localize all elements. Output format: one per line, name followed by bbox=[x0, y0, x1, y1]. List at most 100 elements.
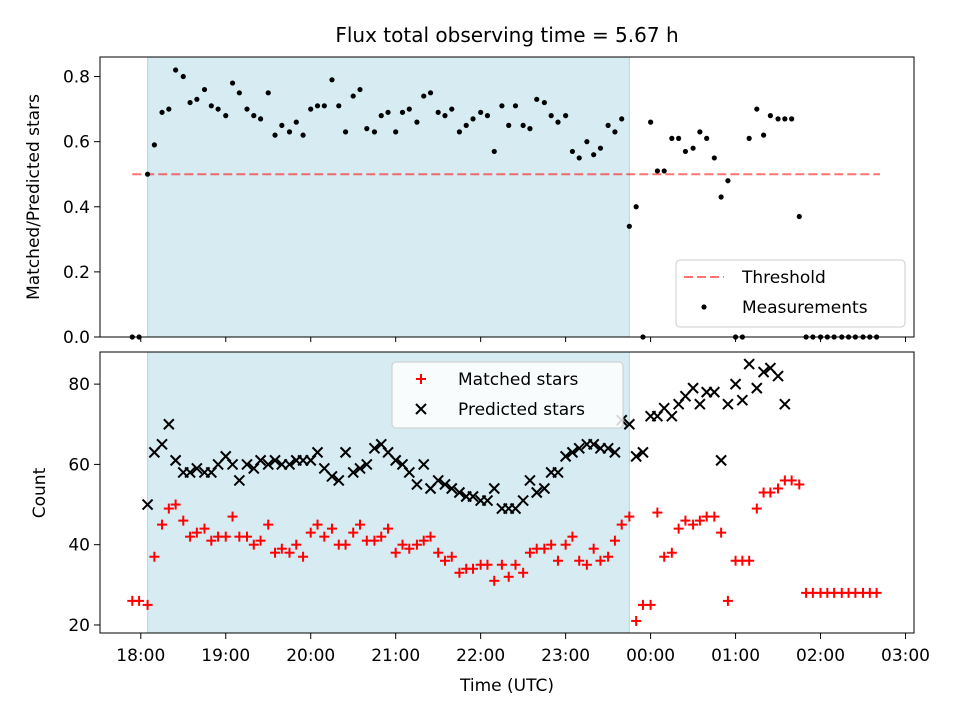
matched-star-marker bbox=[603, 551, 614, 562]
matched-star-marker bbox=[616, 519, 627, 530]
matched-star-marker bbox=[609, 535, 620, 546]
matched-star-marker bbox=[496, 559, 507, 570]
measurement-point bbox=[336, 103, 342, 109]
measurement-point bbox=[605, 122, 611, 128]
measurement-point bbox=[520, 122, 526, 128]
measurement-point bbox=[251, 113, 257, 119]
bottom-y-tick-label: 60 bbox=[68, 455, 90, 475]
bottom-y-axis-ticks: 20 40 60 80 bbox=[68, 375, 100, 636]
predicted-star-marker bbox=[169, 454, 182, 467]
measurement-point bbox=[633, 204, 639, 210]
matched-star-marker bbox=[134, 595, 145, 606]
measurement-point bbox=[279, 122, 285, 128]
matched-star-marker bbox=[446, 551, 457, 562]
predicted-star-marker bbox=[687, 382, 699, 394]
matched-star-marker bbox=[433, 547, 444, 558]
measurement-point bbox=[597, 145, 604, 151]
matched-star-marker bbox=[241, 531, 252, 542]
matched-star-marker bbox=[411, 539, 422, 550]
predicted-star-marker bbox=[566, 446, 579, 459]
matched-star-marker bbox=[546, 539, 557, 550]
predicted-star-marker bbox=[411, 478, 423, 491]
matched-star-marker bbox=[227, 511, 238, 522]
measurement-point bbox=[775, 116, 781, 122]
measurement-point bbox=[761, 132, 767, 138]
measurement-point bbox=[676, 135, 682, 141]
predicted-star-marker bbox=[453, 486, 466, 499]
panel-bottom-counts: 20 40 60 80 18:00 19:00 20:00 21:00 22:00 23:00 0… bbox=[30, 351, 930, 696]
predicted-star-marker bbox=[241, 458, 253, 471]
predicted-star-marker bbox=[573, 442, 585, 455]
matched-star-marker bbox=[482, 559, 493, 570]
matched-star-marker bbox=[722, 595, 733, 606]
x-tick-label: 02:00 bbox=[796, 646, 845, 666]
measurement-point bbox=[548, 113, 554, 119]
matched-star-marker bbox=[786, 475, 797, 486]
matched-star-marker bbox=[510, 559, 521, 570]
matched-star-marker bbox=[326, 523, 337, 534]
matched-star-marker bbox=[220, 531, 231, 542]
matched-star-marker bbox=[376, 531, 387, 542]
measurement-point bbox=[767, 113, 774, 119]
measurement-point bbox=[478, 109, 484, 115]
matched-star-marker bbox=[263, 519, 274, 530]
matched-star-marker bbox=[191, 527, 202, 538]
matched-star-marker bbox=[418, 535, 429, 546]
matched-star-marker bbox=[694, 515, 705, 526]
measurement-point bbox=[208, 103, 214, 109]
matched-star-marker bbox=[871, 587, 882, 598]
matched-star-marker bbox=[503, 571, 514, 582]
measurement-point bbox=[612, 129, 618, 135]
measurement-point bbox=[229, 80, 236, 86]
predicted-star-marker bbox=[156, 438, 168, 451]
predicted-star-marker bbox=[339, 446, 352, 459]
predicted-star-marker bbox=[743, 358, 755, 370]
matched-star-marker bbox=[454, 567, 465, 578]
measurement-point bbox=[725, 178, 731, 184]
predicted-star-marker bbox=[552, 466, 564, 479]
predicted-star-marker bbox=[517, 494, 529, 507]
matched-star-marker bbox=[404, 543, 415, 554]
measurement-point bbox=[342, 129, 349, 135]
predicted-star-marker bbox=[446, 482, 458, 495]
measurement-point bbox=[654, 168, 660, 174]
measurement-point bbox=[187, 99, 193, 106]
predicted-star-marker bbox=[333, 474, 345, 487]
predicted-star-marker bbox=[587, 438, 600, 451]
count-points bbox=[127, 358, 882, 626]
matched-star-marker bbox=[468, 563, 479, 574]
measurement-point bbox=[321, 103, 327, 109]
measurement-point bbox=[173, 67, 179, 73]
matched-star-marker bbox=[170, 499, 181, 510]
measurement-point bbox=[484, 113, 491, 119]
matched-star-marker bbox=[284, 547, 295, 558]
matched-star-marker bbox=[539, 543, 550, 554]
measurement-point bbox=[499, 103, 505, 109]
matched-star-marker bbox=[291, 539, 302, 550]
panel-top-ratio: 0.00.20.40.60.8 Matched/Predicted stars … bbox=[24, 56, 915, 348]
matched-star-marker bbox=[489, 575, 500, 586]
predicted-star-marker bbox=[736, 394, 749, 406]
matched-star-marker bbox=[624, 511, 635, 522]
matched-star-marker bbox=[659, 551, 670, 562]
measurement-point bbox=[201, 86, 208, 93]
bottom-x-axis-ticks: 18:00 19:00 20:00 21:00 22:00 23:00 00:00 01:00… bbox=[116, 633, 930, 666]
x-tick-label: 20:00 bbox=[286, 646, 335, 666]
measurement-point bbox=[704, 135, 710, 141]
measurement-point bbox=[789, 116, 795, 122]
measurement-point bbox=[506, 122, 512, 128]
predicted-star-marker bbox=[630, 450, 642, 463]
predicted-star-marker bbox=[439, 478, 451, 491]
predicted-star-marker bbox=[715, 454, 727, 467]
matched-star-marker bbox=[390, 547, 401, 558]
measurement-point bbox=[718, 194, 724, 200]
measurement-point bbox=[711, 155, 717, 161]
matched-star-marker bbox=[206, 535, 217, 546]
measurement-point bbox=[463, 122, 469, 128]
matched-star-marker bbox=[142, 599, 153, 610]
predicted-star-marker bbox=[524, 474, 536, 487]
measurement-point bbox=[682, 148, 689, 155]
matched-star-marker bbox=[631, 615, 642, 626]
matched-star-marker bbox=[163, 503, 174, 514]
matched-star-marker bbox=[298, 551, 309, 562]
